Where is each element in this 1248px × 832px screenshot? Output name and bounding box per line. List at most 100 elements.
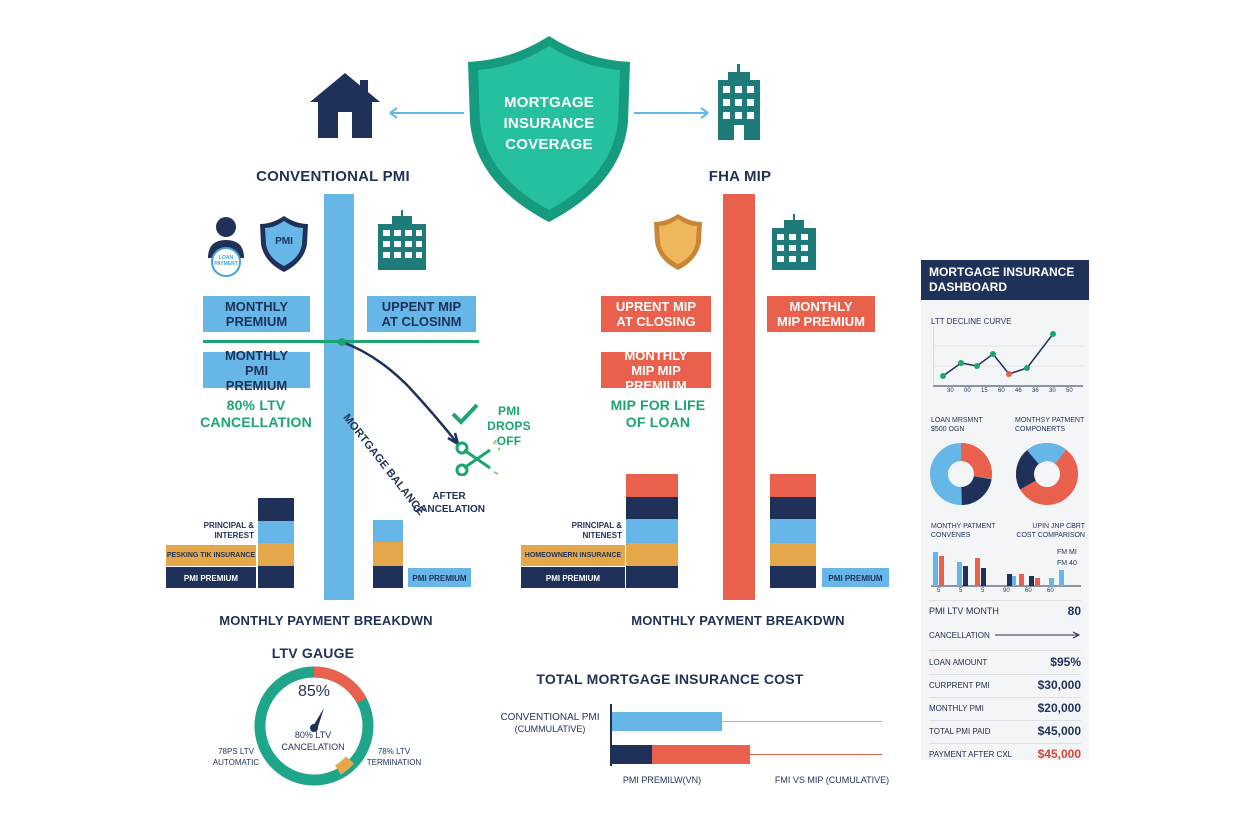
total-cost-title: TOTAL MORTGAGE INSURANCE COST [536,671,804,687]
right-stack-bar [626,474,678,588]
gauge-title: LTV GAUGE [271,645,355,661]
gauge-right-label: 78% LTV TERMINATION [366,747,422,767]
right-life-of-loan: MIP FOR LIFE OF LOAN [610,397,706,430]
line-point [990,351,996,357]
total-bottom-left: PMI PREMILW(VN) [622,775,702,785]
donut1-title: LOAN MRSMNT $500 OGN [931,417,983,433]
person-icon [208,217,244,277]
tick-label: 60 [1025,588,1032,594]
dash-sep-0 [929,600,1081,601]
donut-loan [930,443,992,505]
dash-row-label: PAYMENT AFTER CXL [929,749,1013,759]
right-stack-label-pi: PRINCIPAL & NITENEST [571,521,622,540]
bar2-title: UPIN JNP CBRT COST COMPARISON [1016,523,1085,539]
dash-sep-2 [929,674,1081,675]
mortgage-balance-curve [338,338,460,446]
line-point [1024,365,1030,371]
dash-row-label: LOAN AMOUNT [929,657,988,667]
gauge-center-label: 80% LTV CANCELATION [281,730,345,752]
center-title: MORTGAGE INSURANCE COVERAGE [503,94,595,153]
office-building-icon [378,210,426,270]
right-after-bar [770,474,816,588]
bar-legend1: FM MI [1057,549,1077,556]
pmi-drops-label: PMI DROPS OFF [487,404,531,448]
arrow-right-icon [995,631,1081,639]
fha-building-icon [772,214,816,270]
building-icon [718,64,760,140]
line-point [958,360,964,366]
left-legend-insurance [166,545,256,566]
tick-label: 5 [959,588,963,594]
tick-label: 5 [937,588,941,594]
dash-row-ltv-month: PMI LTV MONTH 80 [929,602,1081,620]
dashboard-bar-chart [931,552,1081,587]
total-line-pmi [722,721,882,722]
right-title: FHA MIP [708,168,772,185]
line-point [974,363,980,369]
right-monthly-box: MONTHLY MIP PREMIUM [767,296,875,332]
shield-icon [468,36,630,222]
dash-row-label: MONTHLY PMI [929,703,984,713]
line-point [940,373,946,379]
dash-sep-1 [929,650,1081,651]
right-timeline-bar [723,194,755,600]
dash-row-label: CANCELLATION [929,630,990,640]
tick-label: 60 [1047,588,1054,594]
dash-row-value: 80 [1067,604,1081,618]
fha-shield-icon [654,214,702,270]
right-monthly-mip-box: MONTHLY MIP MIP PREMIUM [601,348,711,393]
house-icon [310,73,380,138]
ltv-gauge [254,666,374,786]
dash-row-total-pmi: TOTAL PMI PAID $45,000 [929,722,1081,740]
dash-row-label: CURPRENT PMI [929,680,990,690]
left-timeline-bar [324,194,354,600]
right-stack-label-pmi: PMI PREMIUM [545,574,601,583]
pmi-shield-icon [260,216,308,272]
right-legend-insurance [521,545,625,566]
tick-label: 5 [981,588,985,594]
tick-label: 30 [947,388,954,394]
tick-label: 90 [1003,588,1010,594]
right-after-label: PMI PREMIUM [828,574,883,583]
dash-row-loan-amount: LOAN AMOUNT $95% [929,653,1081,671]
ltv-decline-line-chart [933,326,1083,387]
line-point [1050,331,1056,337]
left-breakdown-title: MONTHLY PAYMENT BREAKDWN [219,613,433,628]
tick-label: 00 [964,388,971,394]
total-line-mip [750,754,882,755]
left-upfront-box: UPPENT MIP AT CLOSINM [367,296,476,332]
line-point [1006,371,1012,377]
dashboard-title: MORTGAGE INSURANCE DASHBOARD [921,260,1089,300]
total-row1-sub: (CUMMULATIVE) [514,724,586,734]
dash-sep-5 [929,743,1081,744]
bar-legend2: FM 40 [1057,560,1077,567]
bar1-title: MONTHY PATMENT CONVENES [931,523,996,539]
dash-row-value: $20,000 [1037,701,1081,715]
dash-row-value: $45,000 [1037,724,1081,738]
dash-row-label: PMI LTV MONTH [929,606,999,616]
total-axis [610,704,612,766]
dash-row-value: $30,000 [1037,678,1081,692]
tick-label: 60 [998,388,1005,394]
right-after-legend [822,568,889,587]
pmi-shield-label: PMI [275,236,293,247]
left-stack-bar [258,498,294,588]
left-after-legend [408,568,471,587]
gauge-value: 85% [297,683,331,700]
dashboard-panel: MORTGAGE INSURANCE DASHBOARD LTT DECLINE… [921,260,1089,761]
dash-row-value: $95% [1050,655,1081,669]
right-legend-pmi [521,567,625,588]
person-badge: LOAN PAYMENT [214,255,238,267]
scissors-icon [455,440,500,476]
donut2-title: MONTHSY PATMENT COMPONERTS [1015,417,1085,433]
left-stack-label-pmi: PMI PREMIUM [183,574,239,583]
total-row1-label: CONVENTIONAL PMI [500,712,600,723]
tick-label: 50 [1066,388,1073,394]
dash-sep-4 [929,720,1081,721]
left-after-bar [373,520,403,588]
dash-row-current-pmi: CURPRENT PMI $30,000 [929,676,1081,694]
dash-row-label: TOTAL PMI PAID [929,726,991,736]
donut-components [1016,443,1078,506]
left-stack-label-insurance: PESKING TIK INSURANCE [166,552,256,559]
line-ticks: 30 00 15 60 46 36 30 50 [933,388,1083,396]
